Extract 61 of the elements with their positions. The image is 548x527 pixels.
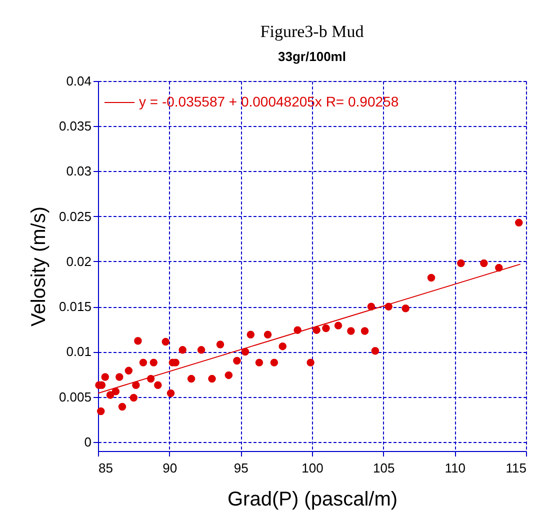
- point: [134, 337, 142, 345]
- point: [480, 259, 488, 268]
- chart-title: Figure3-b Mud: [260, 22, 364, 41]
- point: [106, 391, 114, 399]
- point: [112, 388, 120, 396]
- point: [306, 358, 314, 366]
- x-tick-label: 85: [98, 460, 113, 476]
- x-tick-label: 115: [506, 460, 526, 476]
- point: [427, 274, 436, 282]
- point: [132, 381, 140, 389]
- y-tick-label: 0.025: [58, 208, 92, 224]
- point: [208, 374, 216, 383]
- point: [101, 373, 110, 381]
- point: [224, 371, 233, 380]
- x-tick-label: 100: [302, 460, 324, 476]
- point: [130, 394, 138, 402]
- point: [360, 327, 369, 335]
- point: [197, 346, 206, 354]
- y-axis-title: Velosity (m/s): [28, 206, 50, 327]
- x-tick-label: 105: [372, 460, 395, 476]
- point: [322, 324, 330, 332]
- x-tick-label: 95: [234, 460, 248, 476]
- point: [150, 358, 158, 366]
- point: [457, 259, 465, 268]
- point: [118, 402, 126, 411]
- point: [246, 330, 255, 338]
- point: [162, 338, 170, 346]
- point: [124, 366, 133, 375]
- point: [216, 340, 224, 348]
- point: [96, 407, 105, 416]
- point: [334, 322, 342, 330]
- y-tick-label: 0.005: [58, 389, 92, 404]
- point: [166, 389, 175, 398]
- point: [278, 342, 286, 350]
- y-tick-label: 0.015: [58, 299, 92, 314]
- point: [514, 218, 523, 227]
- point: [116, 373, 124, 381]
- y-tick-label: 0.035: [58, 118, 92, 134]
- x-axis-title: Grad(P) (pascal/m): [227, 488, 398, 510]
- point: [154, 381, 162, 389]
- x-tick-label: 110: [444, 460, 466, 476]
- point: [139, 358, 148, 366]
- legend-label: y = -0.035587 + 0.00048205x R= 0.90258: [139, 94, 399, 110]
- point: [187, 374, 196, 383]
- point: [178, 346, 186, 354]
- y-tick-label: 0.01: [66, 344, 92, 360]
- point: [347, 327, 355, 335]
- y-tick-label: 0.02: [66, 254, 92, 269]
- point: [241, 348, 250, 356]
- y-tick-label: 0: [84, 434, 92, 450]
- point: [402, 304, 410, 312]
- point: [312, 326, 320, 334]
- point: [371, 346, 380, 355]
- y-tick-label: 0.04: [66, 74, 92, 88]
- point: [270, 358, 278, 366]
- point: [233, 356, 241, 365]
- chart-subtitle: 33gr/100ml: [278, 49, 346, 64]
- x-tick-label: 90: [162, 460, 178, 476]
- point: [255, 358, 264, 366]
- y-tick-label: 0.03: [66, 164, 92, 179]
- point: [264, 330, 272, 338]
